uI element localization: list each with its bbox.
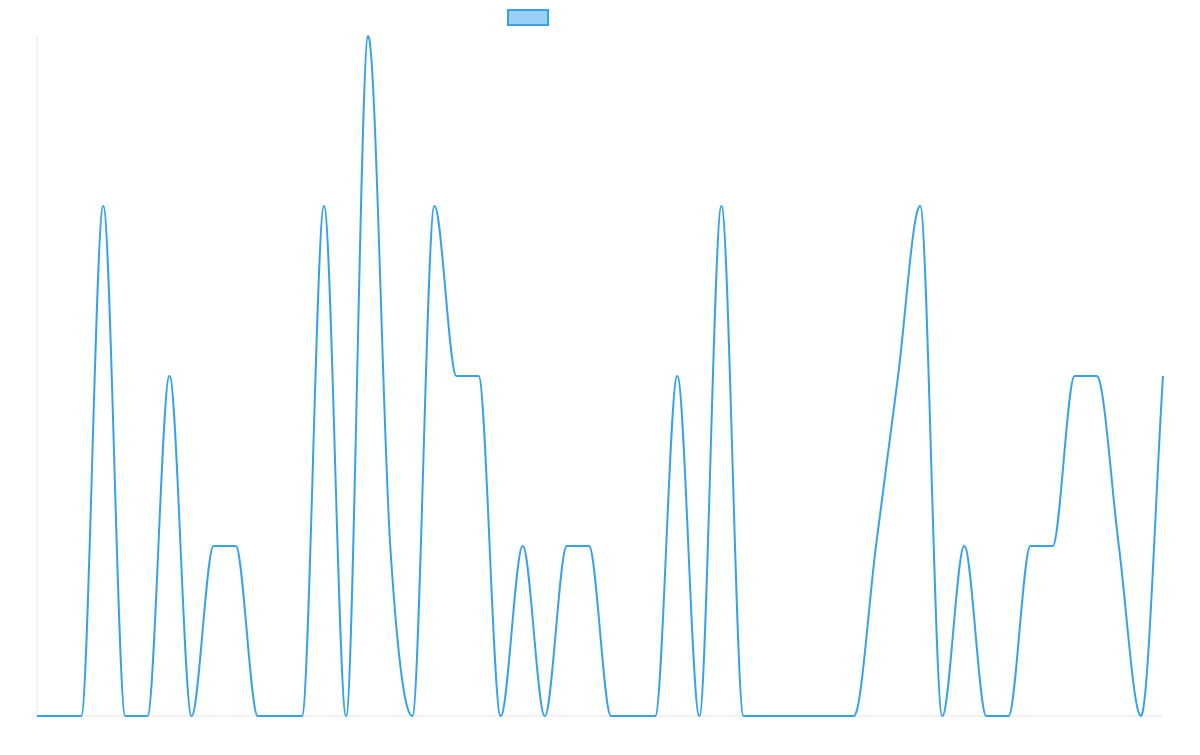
legend-swatch[interactable] [507, 9, 549, 26]
data-point [34, 713, 40, 719]
data-point [453, 373, 459, 379]
data-point [1005, 713, 1011, 719]
data-point [321, 203, 327, 209]
data-point [1094, 373, 1100, 379]
data-point [387, 543, 393, 549]
series-layer [34, 33, 1166, 719]
data-point [211, 543, 217, 549]
data-point [255, 713, 261, 719]
data-point [1050, 543, 1056, 549]
data-point [1116, 543, 1122, 549]
data-point [741, 713, 747, 719]
data-point [873, 543, 879, 549]
data-point [233, 543, 239, 549]
data-point [542, 713, 548, 719]
data-point [763, 713, 769, 719]
data-point [56, 713, 62, 719]
data-point [1138, 713, 1144, 719]
data-point [829, 713, 835, 719]
data-point [520, 543, 526, 549]
data-point [630, 713, 636, 719]
data-point [785, 713, 791, 719]
data-point [674, 373, 680, 379]
data-point [696, 713, 702, 719]
data-point [1072, 373, 1078, 379]
data-point [166, 373, 172, 379]
data-point [983, 713, 989, 719]
data-point [431, 203, 437, 209]
data-point [277, 713, 283, 719]
data-point [1160, 373, 1166, 379]
data-point [608, 713, 614, 719]
data-point [144, 713, 150, 719]
data-point [564, 543, 570, 549]
data-point [939, 713, 945, 719]
data-point [299, 713, 305, 719]
data-point [498, 713, 504, 719]
data-point [895, 373, 901, 379]
axes [36, 36, 1163, 717]
series-line-0 [37, 35, 1164, 717]
data-point [652, 713, 658, 719]
data-point [718, 203, 724, 209]
data-point [409, 713, 415, 719]
data-point [1028, 543, 1034, 549]
data-point [807, 713, 813, 719]
data-point [586, 543, 592, 549]
data-point [476, 373, 482, 379]
data-point [343, 713, 349, 719]
data-point [78, 713, 84, 719]
data-point [917, 203, 923, 209]
data-point [189, 713, 195, 719]
data-point [851, 713, 857, 719]
data-point [122, 713, 128, 719]
data-point [961, 543, 967, 549]
legend[interactable] [507, 9, 549, 26]
data-point [365, 33, 371, 39]
data-point [100, 203, 106, 209]
